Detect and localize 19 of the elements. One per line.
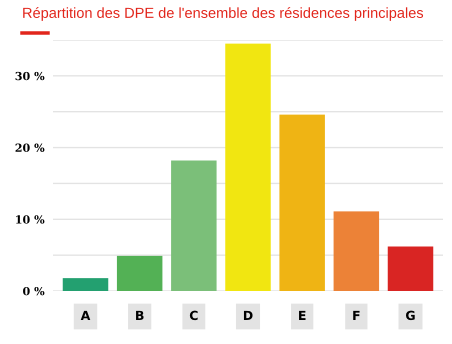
x-tick-label: C [190, 310, 198, 320]
bar [334, 211, 380, 291]
x-tick-label: D [244, 310, 253, 320]
x-tick-label: A [80, 310, 90, 320]
bar [62, 278, 108, 291]
bar [116, 256, 162, 291]
bar [171, 160, 217, 291]
x-tick-label: B [136, 310, 144, 320]
x-tick-label: G [406, 310, 415, 320]
y-tick-label: 30 % [16, 72, 44, 80]
y-tick-label: 20 % [16, 144, 44, 152]
x-tick-label: E [299, 310, 306, 320]
bar [388, 246, 434, 291]
x-tick-label: F [353, 310, 360, 320]
bar [279, 114, 325, 291]
y-tick-label: 10 % [16, 215, 44, 224]
y-tick-label: 0 % [23, 286, 44, 296]
chart-title: Répartition des DPE de l'ensemble des résidences principales [23, 7, 424, 21]
bar [225, 44, 271, 291]
